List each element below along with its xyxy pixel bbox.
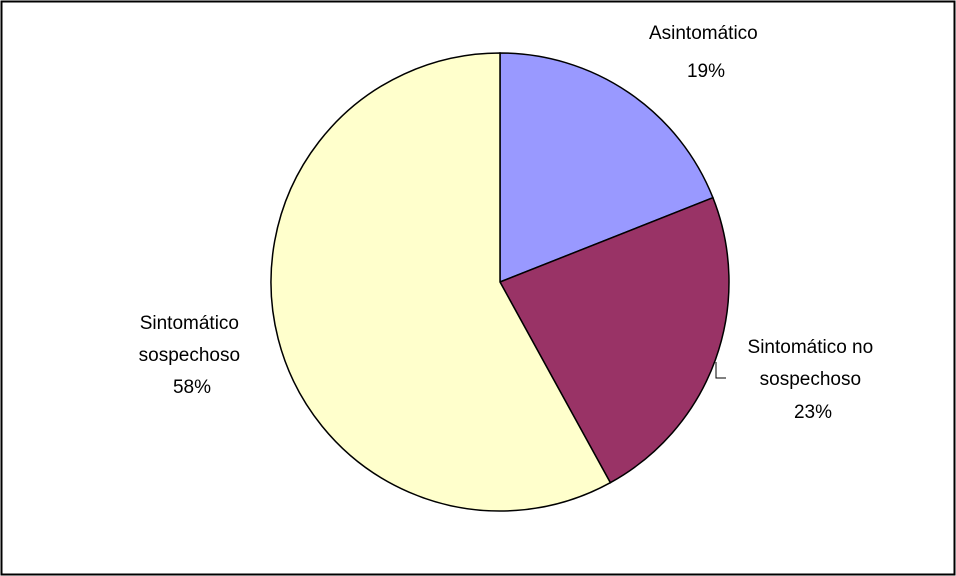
slice-label-line: sospechoso [760, 369, 861, 390]
slice-percent-label: 19% [687, 61, 725, 82]
slice-label-line: sospechoso [139, 345, 240, 366]
pie-slice-1 [498, 196, 730, 484]
slice-percent-label: 58% [173, 377, 211, 398]
slice-label-line: Sintomático no [748, 337, 874, 358]
slice-label-asintomatico: Asintomático 19% [649, 23, 763, 82]
pie-slice-0 [499, 52, 714, 284]
leader-line-1 [715, 362, 726, 379]
pie-slice-2 [270, 52, 612, 512]
slice-percent-label: 23% [794, 402, 832, 423]
pie-slices [270, 52, 730, 512]
leader-lines [715, 362, 726, 379]
slice-label-sintomatico-sospechoso: Sintomático sospechoso 58% [139, 313, 246, 398]
slice-label-line: Asintomático [649, 23, 758, 44]
slice-label-sintomatico-no-sospechoso: Sintomático no sospechoso 23% [748, 337, 879, 423]
slice-label-line: Sintomático [140, 313, 239, 334]
